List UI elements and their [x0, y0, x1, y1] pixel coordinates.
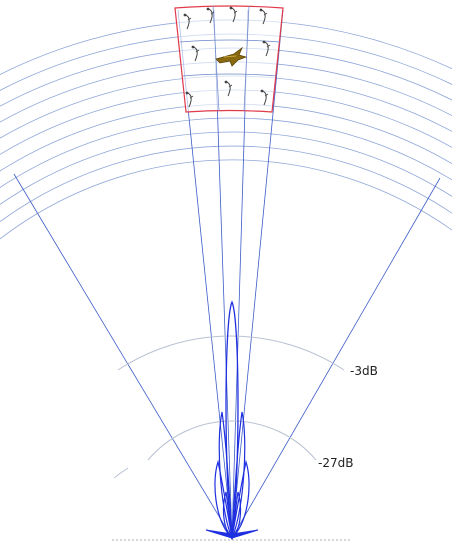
- bird-icon: [262, 40, 271, 57]
- range-arc: [0, 131, 452, 205]
- bird-icon: [224, 80, 233, 97]
- aircraft-icon: [215, 46, 248, 67]
- gain-label-27db: -27dB: [318, 456, 353, 470]
- cell-grid-col-2: [243, 5, 250, 112]
- cell-grid-arc-1: [179, 39, 281, 43]
- cell-grid-arc-2: [182, 73, 278, 77]
- outer-beam-edge-right: [231, 177, 441, 539]
- range-arc: [0, 103, 452, 172]
- ground-lobe-right: [231, 529, 259, 539]
- antenna-pattern: [205, 300, 259, 540]
- bird-icon: [229, 6, 238, 23]
- side-lobe-3: [214, 459, 233, 540]
- bird-icon: [260, 89, 269, 106]
- bird-markers: [183, 6, 271, 108]
- beam-line-4: [231, 9, 284, 539]
- bird-icon: [183, 13, 192, 30]
- side-lobe-4: [231, 459, 250, 540]
- bird-icon: [259, 8, 268, 25]
- range-arc: [0, 145, 452, 223]
- side-lobe-6: [231, 491, 242, 540]
- cell-grid-col-1: [212, 5, 220, 112]
- gain-ring-27db: [147, 420, 317, 461]
- resolution-cell: [174, 5, 284, 113]
- range-arc: [0, 89, 452, 155]
- bird-icon: [191, 45, 200, 62]
- range-arc: [0, 117, 452, 189]
- gain-label-3db: -3dB: [350, 364, 378, 378]
- gain-ring-inner: [113, 467, 129, 479]
- gain-ring-3db: [117, 335, 345, 371]
- bird-icon: [185, 91, 194, 108]
- range-arc: [0, 159, 452, 240]
- outer-beam-edge-left: [13, 173, 233, 539]
- side-lobe-5: [222, 491, 233, 540]
- bird-icon: [206, 7, 215, 24]
